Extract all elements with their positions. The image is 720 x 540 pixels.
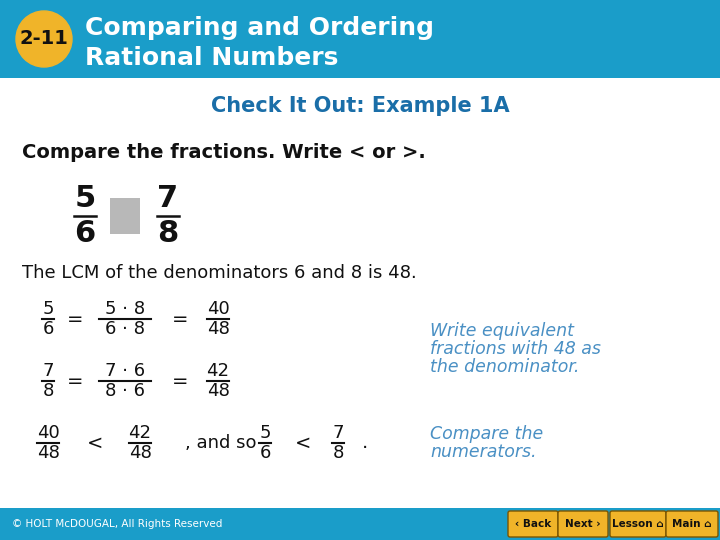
Text: Compare the fractions. Write < or >.: Compare the fractions. Write < or >. bbox=[22, 143, 426, 162]
Text: 40: 40 bbox=[207, 300, 230, 318]
Text: Main ⌂: Main ⌂ bbox=[672, 519, 712, 529]
Text: 8: 8 bbox=[158, 219, 179, 248]
Text: Comparing and Ordering: Comparing and Ordering bbox=[85, 16, 434, 40]
Text: Rational Numbers: Rational Numbers bbox=[85, 46, 338, 70]
Text: The LCM of the denominators 6 and 8 is 48.: The LCM of the denominators 6 and 8 is 4… bbox=[22, 264, 417, 282]
Text: =: = bbox=[67, 372, 84, 390]
Text: =: = bbox=[172, 372, 188, 390]
Bar bbox=[0, 0, 720, 78]
Bar bbox=[0, 508, 720, 540]
Text: 6 · 8: 6 · 8 bbox=[105, 320, 145, 339]
Text: , and so: , and so bbox=[185, 434, 256, 452]
Text: 7 · 6: 7 · 6 bbox=[105, 362, 145, 380]
Text: 6: 6 bbox=[42, 320, 54, 339]
Text: 6: 6 bbox=[259, 444, 271, 462]
Text: 2-11: 2-11 bbox=[19, 30, 68, 49]
Text: 7: 7 bbox=[332, 423, 343, 442]
Text: 5: 5 bbox=[42, 300, 54, 318]
Text: =: = bbox=[172, 309, 188, 328]
Text: 5: 5 bbox=[259, 423, 271, 442]
Text: 7: 7 bbox=[42, 362, 54, 380]
Bar bbox=[110, 198, 140, 234]
Text: 7: 7 bbox=[158, 184, 179, 213]
Text: 48: 48 bbox=[37, 444, 60, 462]
Text: 5: 5 bbox=[74, 184, 96, 213]
Text: 8: 8 bbox=[333, 444, 343, 462]
Text: =: = bbox=[67, 309, 84, 328]
Text: © HOLT McDOUGAL, All Rights Reserved: © HOLT McDOUGAL, All Rights Reserved bbox=[12, 519, 222, 529]
FancyBboxPatch shape bbox=[610, 511, 666, 537]
FancyBboxPatch shape bbox=[558, 511, 608, 537]
Text: 42: 42 bbox=[128, 423, 151, 442]
Text: .: . bbox=[362, 434, 368, 453]
Text: Lesson ⌂: Lesson ⌂ bbox=[612, 519, 664, 529]
Text: 48: 48 bbox=[207, 382, 230, 401]
Text: <: < bbox=[294, 434, 311, 453]
Text: ‹ Back: ‹ Back bbox=[515, 519, 551, 529]
Text: 48: 48 bbox=[129, 444, 151, 462]
Text: Compare the: Compare the bbox=[430, 425, 544, 443]
Text: 5 · 8: 5 · 8 bbox=[105, 300, 145, 318]
Text: 8: 8 bbox=[42, 382, 54, 401]
Text: 8 · 6: 8 · 6 bbox=[105, 382, 145, 401]
Text: Check It Out: Example 1A: Check It Out: Example 1A bbox=[211, 96, 509, 116]
Text: 48: 48 bbox=[207, 320, 230, 339]
FancyBboxPatch shape bbox=[508, 511, 558, 537]
Text: fractions with 48 as: fractions with 48 as bbox=[430, 340, 601, 358]
Text: the denominator.: the denominator. bbox=[430, 358, 580, 376]
Text: numerators.: numerators. bbox=[430, 443, 536, 461]
Text: Write equivalent: Write equivalent bbox=[430, 322, 574, 340]
Text: Next ›: Next › bbox=[565, 519, 600, 529]
Text: <: < bbox=[87, 434, 103, 453]
Text: 42: 42 bbox=[207, 362, 230, 380]
Text: 6: 6 bbox=[74, 219, 96, 248]
Circle shape bbox=[16, 11, 72, 67]
FancyBboxPatch shape bbox=[666, 511, 718, 537]
Text: 40: 40 bbox=[37, 423, 59, 442]
